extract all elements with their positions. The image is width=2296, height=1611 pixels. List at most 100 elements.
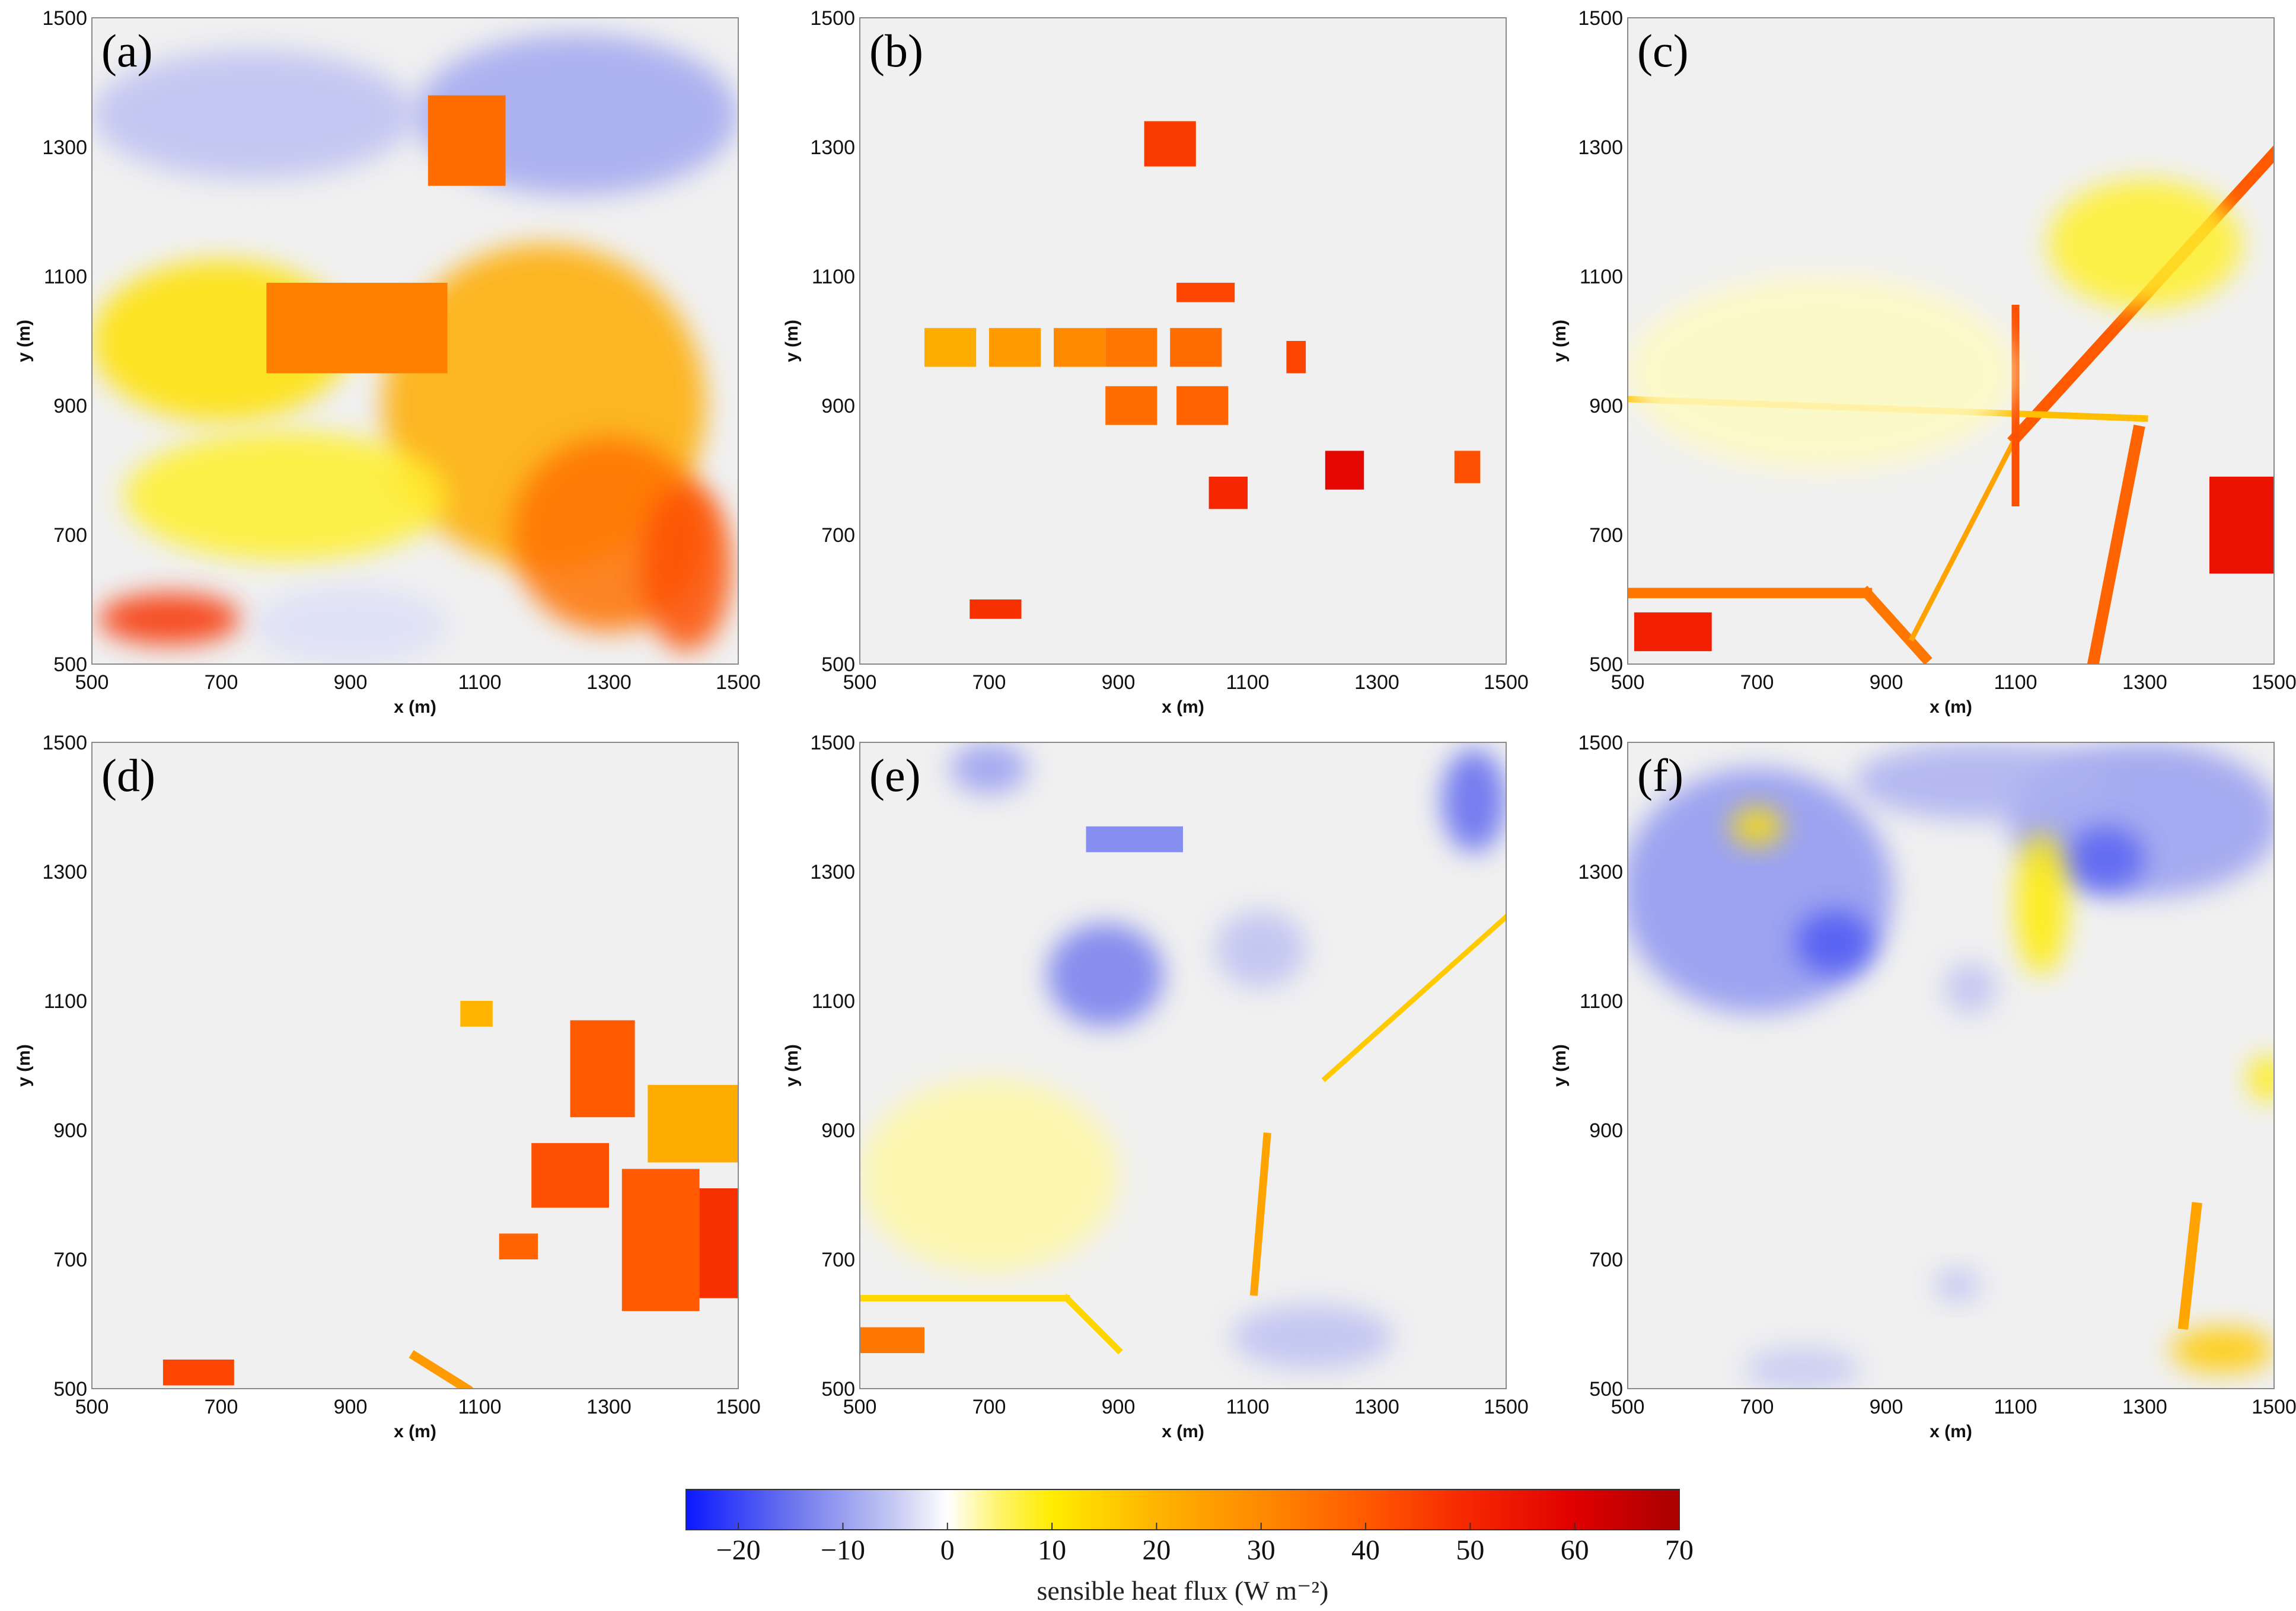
y-tick-label: 1300 (42, 136, 87, 159)
heat-feature-11 (970, 599, 1022, 619)
y-tick-label: 1100 (812, 266, 855, 288)
y-axis-label: y (m) (782, 320, 802, 362)
heat-feature-10 (1744, 1347, 1861, 1389)
y-tick-label: 500 (53, 1378, 87, 1401)
heat-feature-1 (1796, 910, 1874, 975)
y-tick-label: 900 (53, 1119, 87, 1142)
x-tick-label: 700 (205, 671, 238, 694)
x-tick-label: 700 (1740, 671, 1774, 694)
heat-feature-8 (253, 586, 448, 664)
y-tick-label: 1100 (1580, 266, 1623, 288)
heat-feature-7 (1944, 962, 1997, 1014)
x-tick-label: 1500 (2252, 671, 2296, 694)
x-tick-label: 1100 (1994, 1396, 2037, 1418)
colorbar-tick-label: −20 (716, 1535, 761, 1566)
colorbar-tick-label: 0 (940, 1535, 955, 1566)
colorbar-tick-label: 60 (1561, 1535, 1589, 1566)
heatmap-field (860, 742, 1506, 1370)
heat-feature-0 (570, 1020, 635, 1118)
colorbar-tick-label: 20 (1142, 1535, 1171, 1566)
heat-feature-11 (2248, 1055, 2274, 1101)
panel-b: 500 700 900 1100 1300 1500 500 700 900 1100 1300 15… (782, 7, 1529, 717)
x-tick-label: 900 (1102, 671, 1136, 694)
y-tick-label: 1100 (44, 990, 87, 1013)
heat-feature-2 (1054, 328, 1106, 367)
heat-feature-9 (2170, 1327, 2274, 1373)
heat-feature-7 (1249, 1132, 1271, 1296)
colorbar-tick-label: 70 (1665, 1535, 1694, 1566)
y-tick-label: 1300 (810, 136, 855, 159)
heat-feature-8 (1321, 913, 1506, 1082)
y-tick-label: 1100 (44, 266, 87, 288)
heat-feature-10 (860, 1327, 924, 1354)
heat-feature-11 (1231, 1304, 1393, 1370)
panel-e: 500 700 900 1100 1300 1500 500 700 900 1100 1300 15… (782, 732, 1529, 1441)
heat-feature-6 (460, 1001, 493, 1027)
heat-feature-7 (1176, 282, 1235, 302)
x-tick-label: 700 (1740, 1396, 1774, 1418)
y-tick-label: 1300 (810, 861, 855, 883)
x-tick-label: 700 (972, 1396, 1006, 1418)
y-axis-label: y (m) (14, 1044, 34, 1087)
y-tick-label: 500 (1589, 1378, 1623, 1401)
panel-label: (b) (869, 25, 923, 76)
heat-feature-8 (499, 1233, 538, 1259)
panel-label: (c) (1637, 25, 1689, 76)
colorbar-gradient (686, 1489, 1679, 1530)
heat-feature-7 (409, 1350, 473, 1389)
heat-feature-2 (1086, 826, 1183, 853)
heat-feature-0 (1442, 748, 1506, 853)
x-tick-label: 1300 (586, 1396, 632, 1418)
heat-feature-3 (2087, 425, 2145, 664)
heat-feature-13 (1454, 451, 1481, 483)
x-tick-label: 900 (334, 1396, 368, 1418)
y-tick-label: 700 (1589, 1249, 1623, 1271)
colorbar-frame (685, 1489, 1680, 1530)
y-tick-label: 1100 (1580, 990, 1623, 1013)
x-tick-label: 1100 (458, 671, 501, 694)
heat-feature-9 (266, 282, 448, 374)
x-axis-label: x (m) (1930, 697, 1972, 717)
heatmap-field (162, 1001, 738, 1389)
y-tick-label: 900 (53, 395, 87, 417)
y-tick-label: 1500 (810, 7, 855, 30)
x-tick-label: 1300 (586, 671, 632, 694)
heat-feature-5 (1908, 434, 2019, 642)
panels-layer: 500 700 900 1100 1300 1500 500 700 900 1100 1300 15… (14, 7, 2296, 1441)
x-tick-label: 900 (1870, 671, 1903, 694)
heat-feature-12 (1286, 341, 1306, 374)
heat-feature-12 (1934, 1269, 1981, 1301)
heat-feature-5 (1105, 386, 1157, 425)
heat-feature-7 (98, 593, 241, 645)
y-tick-label: 1500 (810, 732, 855, 754)
heat-feature-1 (531, 1143, 609, 1208)
heatmap-field (1628, 742, 2274, 1389)
heat-feature-10 (1208, 476, 1248, 509)
y-axis-label: y (m) (1550, 320, 1570, 362)
panel-label: (f) (1637, 749, 1683, 801)
colorbar-tick-label: 40 (1351, 1535, 1380, 1566)
y-axis-label: y (m) (14, 320, 34, 362)
heat-feature-10 (428, 95, 506, 186)
heat-feature-6 (1176, 386, 1229, 425)
heat-feature-4 (699, 1188, 738, 1299)
colorbar-tick-label: 50 (1456, 1535, 1484, 1566)
x-tick-label: 900 (1102, 1396, 1136, 1418)
y-tick-label: 500 (821, 653, 855, 676)
x-tick-label: 500 (75, 671, 109, 694)
panel-a: 500 700 900 1100 1300 1500 500 700 900 1100 1300 15… (14, 7, 761, 717)
heat-feature-10 (2048, 179, 2242, 309)
heat-feature-0 (92, 50, 415, 180)
heat-feature-6 (124, 431, 448, 561)
heat-feature-6 (1731, 807, 1783, 846)
y-tick-label: 900 (1589, 1119, 1623, 1142)
heat-feature-5 (162, 1359, 234, 1386)
x-tick-label: 1500 (716, 671, 761, 694)
heatmap-field (924, 121, 1481, 619)
y-tick-label: 500 (53, 653, 87, 676)
x-axis-label: x (m) (394, 1422, 436, 1441)
heat-feature-0 (1628, 768, 1893, 1014)
panel-label: (d) (101, 749, 155, 801)
x-tick-label: 1300 (2122, 1396, 2167, 1418)
